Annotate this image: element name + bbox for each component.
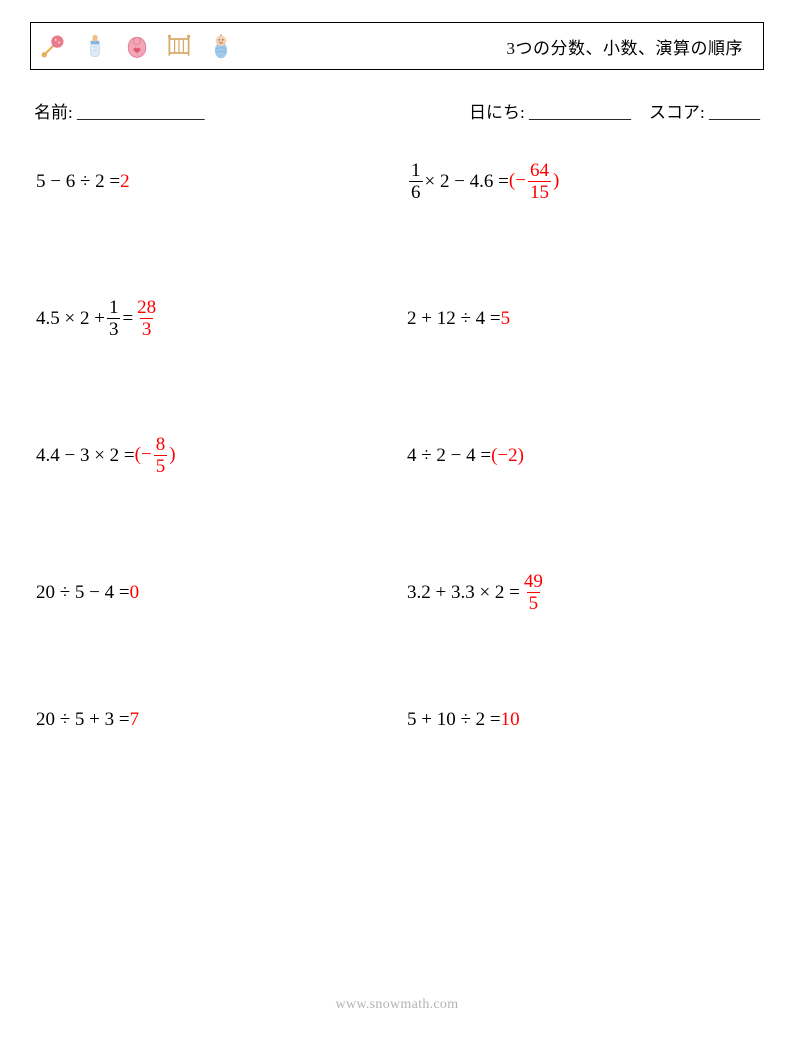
problem-10: 5 + 10 ÷ 2 = 10 xyxy=(407,709,758,731)
header-box: 3つの分数、小数、演算の順序 xyxy=(30,22,764,70)
problem-text: 4.5 × 2 + xyxy=(36,308,105,330)
answer: 2 xyxy=(120,171,130,193)
info-row: 名前: _______________ 日にち: ____________ スコ… xyxy=(30,98,764,123)
worksheet-title: 3つの分数、小数、演算の順序 xyxy=(507,34,744,59)
fraction: 1 3 xyxy=(107,298,121,339)
problem-6: 4 ÷ 2 − 4 = (−2) xyxy=(407,435,758,476)
problem-8: 3.2 + 3.3 × 2 = 49 5 xyxy=(407,572,758,613)
problem-text: 20 ÷ 5 − 4 = xyxy=(36,582,130,604)
answer-fraction: 28 3 xyxy=(135,298,158,339)
bottle-icon xyxy=(81,32,109,60)
problem-9: 20 ÷ 5 + 3 = 7 xyxy=(36,709,387,731)
answer-fraction: 49 5 xyxy=(522,572,545,613)
problem-text: 20 ÷ 5 + 3 = xyxy=(36,709,130,731)
baby-icon xyxy=(207,32,235,60)
problem-2: 1 6 × 2 − 4.6 = (−6415) xyxy=(407,161,758,202)
problems-grid: 5 − 6 ÷ 2 = 2 1 6 × 2 − 4.6 = (−6415) 4.… xyxy=(30,161,764,731)
problem-3: 4.5 × 2 + 1 3 = 28 3 xyxy=(36,298,387,339)
answer-fraction: 85 xyxy=(154,435,168,476)
problem-text: = xyxy=(122,308,133,330)
answer: 5 xyxy=(501,308,511,330)
date-field: 日にち: ____________ xyxy=(469,98,631,123)
name-field: 名前: _______________ xyxy=(34,98,469,123)
answer-fraction: 6415 xyxy=(528,161,551,202)
problem-text: 5 + 10 ÷ 2 = xyxy=(407,709,501,731)
answer: 7 xyxy=(130,709,140,731)
rattle-icon xyxy=(39,32,67,60)
answer: (−85) xyxy=(135,435,176,476)
crib-icon xyxy=(165,32,193,60)
problem-1: 5 − 6 ÷ 2 = 2 xyxy=(36,161,387,202)
problem-text: 3.2 + 3.3 × 2 = xyxy=(407,582,520,604)
problem-7: 20 ÷ 5 − 4 = 0 xyxy=(36,572,387,613)
problem-text: 4 ÷ 2 − 4 = xyxy=(407,445,491,467)
score-field: スコア: ______ xyxy=(649,98,760,123)
problem-text: 5 − 6 ÷ 2 = xyxy=(36,171,120,193)
answer: 0 xyxy=(130,582,140,604)
problem-text: 4.4 − 3 × 2 = xyxy=(36,445,135,467)
footer-watermark: www.snowmath.com xyxy=(0,997,794,1013)
problem-4: 2 + 12 ÷ 4 = 5 xyxy=(407,298,758,339)
answer: 10 xyxy=(501,709,520,731)
bib-icon xyxy=(123,32,151,60)
problem-text: 2 + 12 ÷ 4 = xyxy=(407,308,501,330)
problem-text: × 2 − 4.6 = xyxy=(425,171,509,193)
header-icons xyxy=(39,32,235,60)
answer: (−6415) xyxy=(509,161,559,202)
answer: (−2) xyxy=(491,445,524,467)
fraction: 1 6 xyxy=(409,161,423,202)
problem-5: 4.4 − 3 × 2 = (−85) xyxy=(36,435,387,476)
